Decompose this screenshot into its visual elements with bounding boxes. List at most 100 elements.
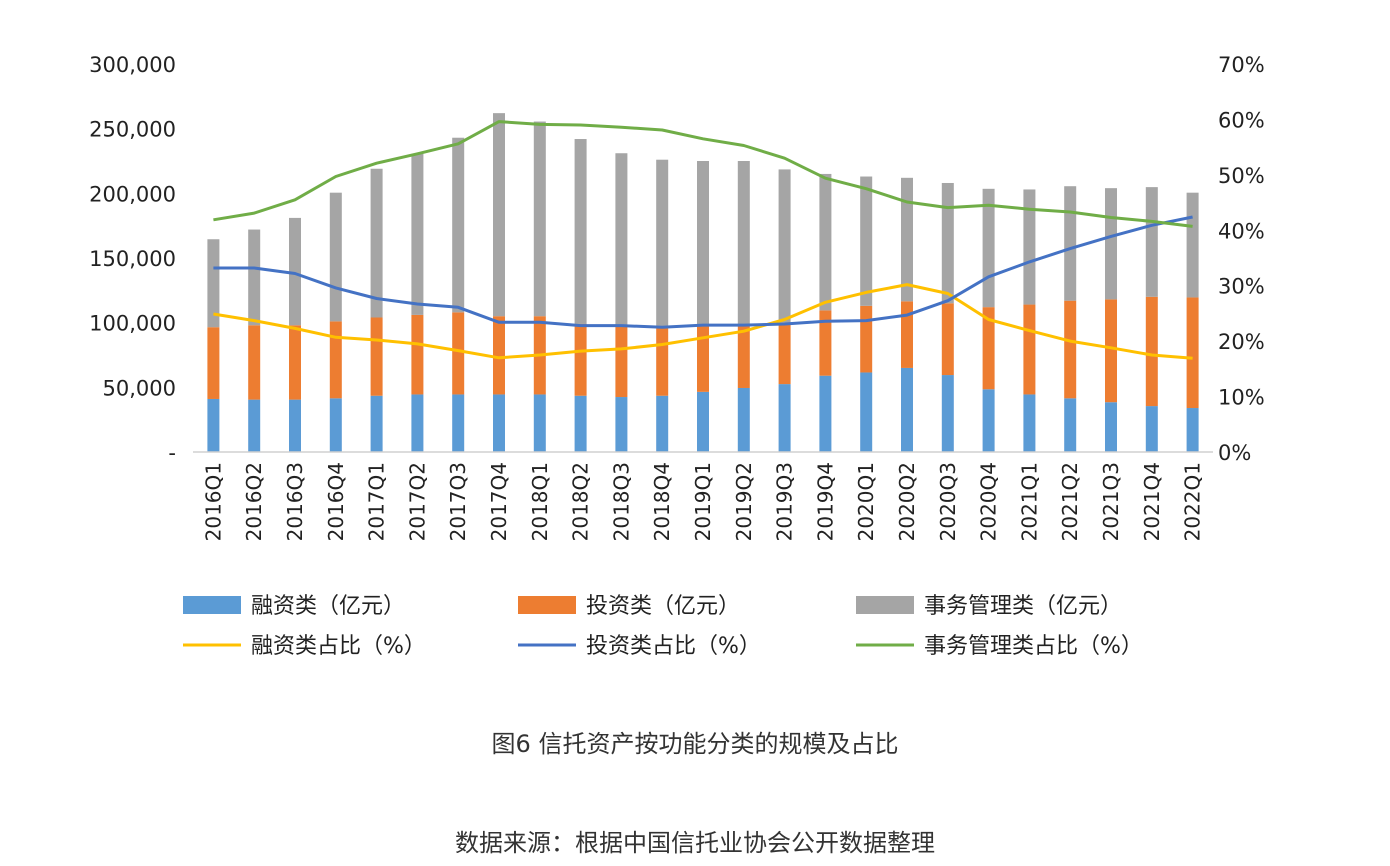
bar-segment-1 xyxy=(289,399,301,452)
bar-segment-2 xyxy=(901,301,913,368)
bar-segment-3 xyxy=(615,153,628,327)
right-tick-label: 50% xyxy=(1218,164,1265,188)
legend-label: 融资类占比（%） xyxy=(251,634,426,659)
bar-segment-2 xyxy=(289,325,301,400)
bar-segment-3 xyxy=(533,121,546,317)
left-tick-label: 250,000 xyxy=(89,118,176,142)
bar-segment-1 xyxy=(493,394,505,452)
bar-segment-3 xyxy=(941,182,954,304)
category-label: 2020Q3 xyxy=(936,462,960,541)
category-label: 2016Q1 xyxy=(201,462,225,541)
right-tick-label: 60% xyxy=(1218,108,1265,132)
bar-segment-2 xyxy=(778,322,791,385)
right-tick-label: 20% xyxy=(1218,330,1265,354)
line-series-3 xyxy=(213,120,1193,228)
bar-segment-2 xyxy=(941,303,954,376)
category-label: 2018Q4 xyxy=(650,462,674,541)
category-label: 2019Q2 xyxy=(732,462,756,541)
bar-segment-1 xyxy=(370,395,383,452)
bar-segment-1 xyxy=(982,389,995,452)
bar-segment-3 xyxy=(1105,188,1117,300)
category-label: 2020Q1 xyxy=(854,462,878,541)
legend-swatch xyxy=(856,596,914,614)
bar-segment-1 xyxy=(941,375,954,452)
legend-swatch xyxy=(183,596,241,614)
bar-segment-2 xyxy=(207,327,220,399)
bar-segment-2 xyxy=(982,307,995,390)
bar-segment-3 xyxy=(860,176,873,306)
bar-segment-2 xyxy=(1186,297,1199,409)
bar-segment-3 xyxy=(329,192,342,322)
bar-segment-3 xyxy=(1145,187,1158,297)
category-label: 2021Q2 xyxy=(1058,462,1082,541)
category-label: 2018Q1 xyxy=(528,462,552,541)
bar-segment-1 xyxy=(574,395,587,452)
category-label: 2020Q2 xyxy=(895,462,919,541)
category-label: 2019Q4 xyxy=(813,462,837,541)
category-label: 2018Q2 xyxy=(569,462,593,541)
category-label: 2019Q3 xyxy=(773,462,797,541)
bar-segment-1 xyxy=(901,367,913,452)
right-tick-label: 70% xyxy=(1218,53,1265,77)
bar-segment-2 xyxy=(493,316,505,395)
bar-segment-1 xyxy=(1186,408,1199,452)
category-labels: 2016Q1 2016Q2 2016Q3 2016Q4 2017Q1 2017Q2 2017… xyxy=(201,462,1204,541)
bar-segment-1 xyxy=(697,391,709,452)
left-tick-label: 50,000 xyxy=(103,376,176,400)
bar-segment-3 xyxy=(207,239,220,328)
chart: - 50,000 100,000 150,000 200,000 250,000 300,0… xyxy=(89,53,1265,659)
legend-swatch xyxy=(518,596,576,614)
category-label: 2016Q4 xyxy=(324,462,348,541)
bar-segment-1 xyxy=(411,394,424,452)
bars xyxy=(207,113,1199,452)
bar-segment-2 xyxy=(411,314,424,395)
legend-label: 投资类（亿元） xyxy=(586,594,740,619)
category-label: 2016Q3 xyxy=(283,462,307,541)
bar-segment-2 xyxy=(1145,296,1158,407)
left-tick-label: - xyxy=(168,441,176,465)
left-tick-label: 200,000 xyxy=(89,182,176,206)
legend-label: 投资类占比（%） xyxy=(586,634,761,659)
bar-segment-3 xyxy=(411,153,424,315)
line-series-2 xyxy=(213,215,1193,329)
category-label: 2017Q2 xyxy=(405,462,429,541)
category-label: 2016Q2 xyxy=(242,462,266,541)
bar-segment-2 xyxy=(370,317,383,396)
chart-title: 图6 信托资产按功能分类的规模及占比 xyxy=(491,730,899,758)
legend-label: 事务管理类（亿元） xyxy=(924,594,1122,619)
category-label: 2021Q3 xyxy=(1099,462,1123,541)
bar-segment-1 xyxy=(1105,402,1117,452)
left-axis-ticks: - 50,000 100,000 150,000 200,000 250,000 300,0… xyxy=(89,53,176,465)
bar-segment-1 xyxy=(1064,398,1077,452)
bar-segment-2 xyxy=(329,321,342,399)
bar-segment-2 xyxy=(452,312,465,395)
bar-segment-3 xyxy=(1064,186,1077,301)
bar-segment-2 xyxy=(860,305,873,373)
bar-segment-3 xyxy=(737,161,750,326)
bar-segment-2 xyxy=(697,325,709,392)
bar-segment-1 xyxy=(819,375,832,452)
bar-segment-2 xyxy=(248,325,261,400)
bar-segment-2 xyxy=(615,326,628,398)
bar-segment-1 xyxy=(656,395,669,452)
bar-segment-2 xyxy=(819,310,832,376)
line-series-1 xyxy=(213,283,1193,360)
bar-segment-3 xyxy=(656,159,669,327)
bar-segment-3 xyxy=(574,139,587,324)
bar-segment-1 xyxy=(207,398,220,452)
bar-segment-2 xyxy=(1105,299,1117,403)
bar-segment-3 xyxy=(1023,189,1036,305)
bar-segment-3 xyxy=(697,161,709,326)
bar-segment-2 xyxy=(1064,300,1077,399)
right-axis-ticks: 0% 10% 20% 30% 40% 50% 60% 70% xyxy=(1218,53,1265,465)
bar-segment-3 xyxy=(289,217,301,326)
right-tick-label: 30% xyxy=(1218,275,1265,299)
bar-segment-1 xyxy=(778,384,791,452)
category-label: 2022Q1 xyxy=(1181,462,1205,541)
bar-segment-3 xyxy=(1186,192,1199,298)
category-label: 2021Q1 xyxy=(1017,462,1041,541)
category-label: 2018Q3 xyxy=(609,462,633,541)
bar-segment-1 xyxy=(248,399,261,452)
bar-segment-3 xyxy=(901,177,913,302)
legend-label: 融资类（亿元） xyxy=(251,594,405,619)
